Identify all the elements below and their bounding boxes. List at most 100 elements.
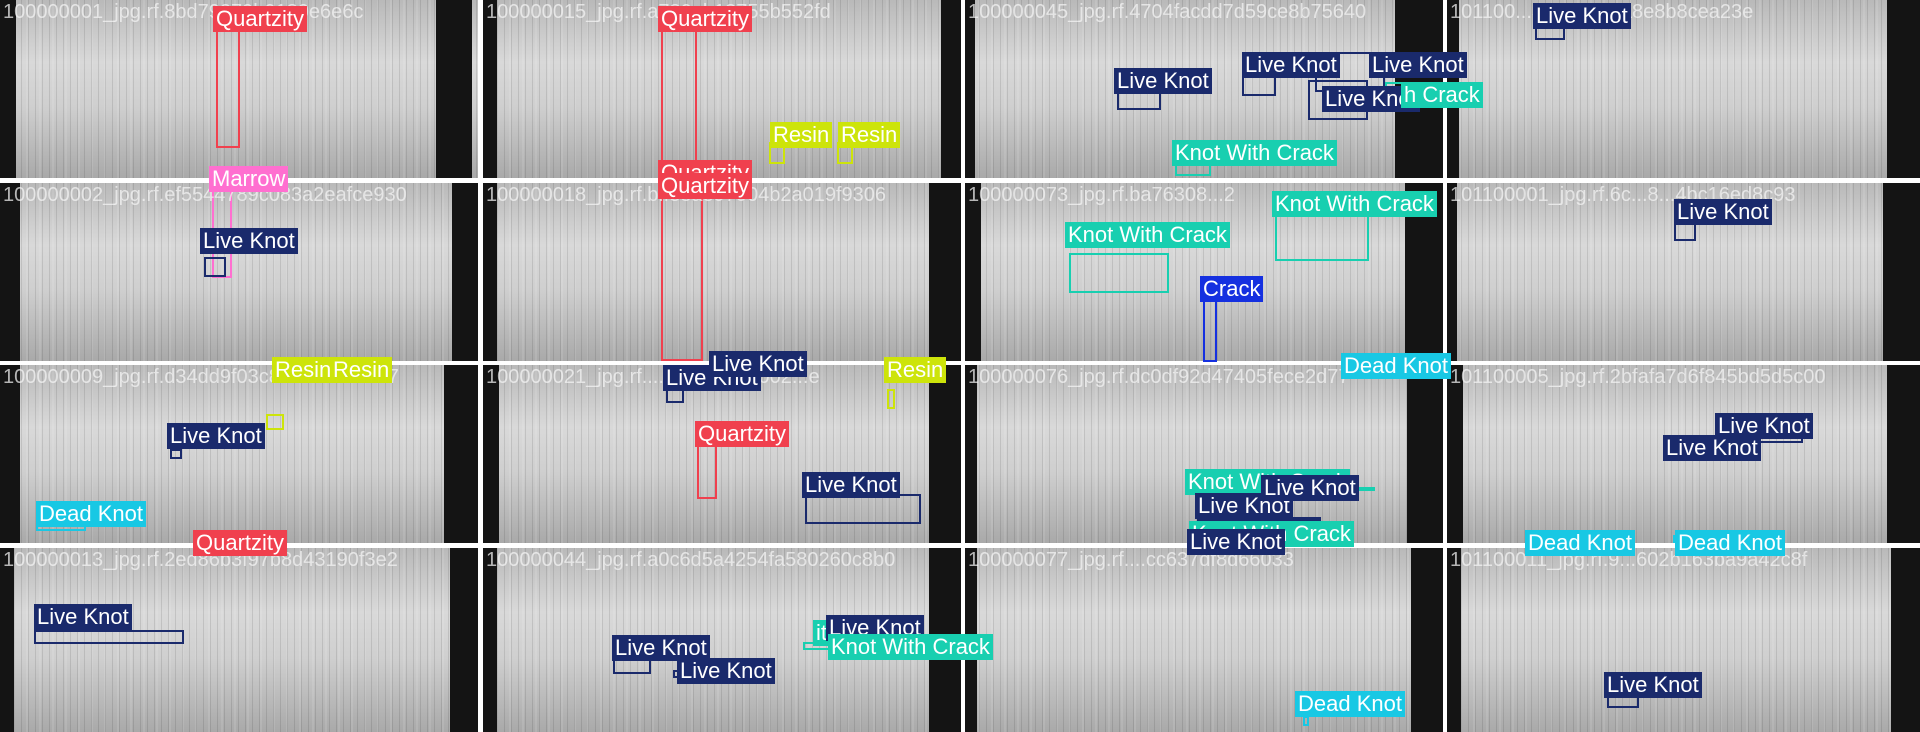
detection-label: h Crack <box>1401 82 1483 108</box>
bounding-box-quartzity <box>697 443 717 499</box>
detection-label: Live Knot <box>1674 199 1772 225</box>
bounding-box-live-knot <box>666 389 684 403</box>
image-filename: 100000002_jpg.rf.ef5544789c083a2eafce930 <box>3 184 407 206</box>
image-tile: 100000077_jpg.rf....cc637df8d66033 Dead K… <box>965 548 1443 732</box>
bounding-box-resin <box>266 414 284 430</box>
bounding-box-live-knot <box>204 257 226 277</box>
board-edge <box>483 365 499 543</box>
image-tile: 101100011_jpg.rf.9...602b163ba9a42c8f Liv… <box>1447 548 1920 732</box>
wood-board-image <box>1447 548 1920 732</box>
board-edge <box>1891 548 1920 732</box>
detection-label: Dead Knot <box>1295 691 1405 717</box>
bounding-box-live-knot <box>34 630 184 644</box>
board-edge <box>450 548 478 732</box>
wood-board-image <box>483 183 961 361</box>
bounding-box-knot-with-crack <box>1069 253 1169 293</box>
detection-label: Live Knot <box>677 658 775 684</box>
image-tile: 100000044_jpg.rf.a0c6d5a4254fa580260c8b0… <box>483 548 993 732</box>
board-edge <box>452 183 478 361</box>
detection-label: Resin <box>330 357 393 383</box>
image-tile: 101100...321ed275a8e8b8cea23eLive Knot <box>1447 0 1920 178</box>
detection-label: Live Knot <box>1533 3 1631 29</box>
image-tile: 100000001_jpg.rf.8bd79279b0180e6e6c Quart… <box>0 0 478 278</box>
detection-label: Quartzity <box>213 6 308 32</box>
detection-label: Live Knot <box>1114 68 1212 94</box>
detection-label: Live Knot <box>1261 475 1359 501</box>
detection-label: Dead Knot <box>1341 353 1451 379</box>
bounding-box-live-knot <box>170 449 182 459</box>
board-edge <box>1883 183 1920 361</box>
image-tile: 100000018_jpg.rf.bffe8ae97904b2a019f9306… <box>483 173 961 361</box>
board-edge <box>1447 365 1463 543</box>
bounding-box-live-knot <box>1674 223 1696 241</box>
image-tile: 100000021_jpg.rf....abe52b...4002...e Liv… <box>483 351 961 543</box>
detection-label: Live Knot <box>1369 52 1467 78</box>
board-edge <box>1411 548 1443 732</box>
board-edge <box>0 365 20 543</box>
image-tile: 100000045_jpg.rf.4704facdd7d59ce8b75640 L… <box>965 0 1483 178</box>
image-tile: 101100001_jpg.rf.6c...8...4bc16ed8c93 Liv… <box>1447 183 1920 361</box>
wood-board-image <box>0 548 478 732</box>
detection-label: Live Knot <box>34 604 132 630</box>
board-edge <box>929 365 961 543</box>
detection-label: Quartzity <box>193 530 288 556</box>
detection-label: Resin <box>272 357 335 383</box>
image-tile: 101100005_jpg.rf.2bfafa7d6f845bd5d5c00 Li… <box>1447 365 1920 556</box>
detection-label: Live Knot <box>1715 413 1813 439</box>
detection-label: Live Knot <box>709 351 807 377</box>
board-edge <box>965 365 977 543</box>
board-edge <box>1447 183 1457 361</box>
detection-label: Knot With Crack <box>828 634 993 660</box>
detection-label: Dead Knot <box>1675 530 1785 556</box>
board-edge <box>483 0 497 178</box>
detection-label: Dead Knot <box>36 501 146 527</box>
detection-label: Quartzity <box>658 6 753 32</box>
detection-label: Resin <box>838 122 901 148</box>
bounding-box-live-knot <box>805 494 921 524</box>
detection-label: Knot With Crack <box>1272 191 1437 217</box>
bounding-box-dead-knot <box>1303 716 1309 726</box>
image-filename: 100000076_jpg.rf.dc0df92d47405fece2d77 <box>968 366 1350 388</box>
image-tile: 100000009_jpg.rf.d34dd9f03c8cae94c55ca7 R… <box>0 357 478 556</box>
board-edge <box>1887 0 1920 178</box>
detection-label: Dead Knot <box>1525 530 1635 556</box>
image-filename: 100000001_jpg.rf.8bd79279b0180e6e6c <box>3 1 364 23</box>
detection-label: Quartzity <box>695 421 790 447</box>
board-edge <box>483 183 497 361</box>
bounding-box-quartzity <box>661 22 697 180</box>
wood-board-image <box>483 365 961 543</box>
image-filename: 100000045_jpg.rf.4704facdd7d59ce8b75640 <box>968 1 1367 23</box>
board-edge <box>1447 548 1461 732</box>
detection-label: Quartzity <box>658 173 753 199</box>
board-edge <box>929 183 961 361</box>
wood-board-image <box>1447 0 1920 178</box>
board-edge <box>0 548 14 732</box>
image-tile: 100000076_jpg.rf.dc0df92d47405fece2d77 Kn… <box>965 365 1443 555</box>
bounding-box-knot-with-crack <box>1275 213 1369 261</box>
board-edge <box>965 183 981 361</box>
detection-label: Live Knot <box>1663 435 1761 461</box>
board-edge <box>1887 365 1920 543</box>
detection-label: Live Knot <box>167 423 265 449</box>
image-filename: 100000044_jpg.rf.a0c6d5a4254fa580260c8b0 <box>486 549 896 571</box>
board-edge <box>0 0 16 178</box>
wood-board-image <box>0 183 478 361</box>
image-filename: 100000073_jpg.rf.ba76308...2 <box>968 184 1235 206</box>
detection-label: Knot With Crack <box>1065 222 1230 248</box>
detection-label: Resin <box>770 122 833 148</box>
bounding-box-resin <box>887 389 895 409</box>
board-edge <box>1407 365 1443 543</box>
image-filename: 100000013_jpg.rf.2ed86b3f97b8d43190f3e2 <box>3 549 398 571</box>
image-tile: 100000073_jpg.rf.ba76308...2 Knot With Cr… <box>965 183 1451 379</box>
bounding-box-quartzity <box>216 22 240 148</box>
detection-label: Crack <box>1200 276 1264 302</box>
image-tile: 100000002_jpg.rf.ef5544789c083a2eafce930… <box>0 183 478 361</box>
detection-label: Live Knot <box>1242 52 1340 78</box>
bounding-box-quartzity <box>661 189 703 361</box>
detection-label: Resin <box>884 357 947 383</box>
detection-label: Live Knot <box>1604 672 1702 698</box>
detection-label: Live Knot <box>802 472 900 498</box>
detection-label: Marrow <box>209 166 289 192</box>
board-edge <box>436 0 472 178</box>
